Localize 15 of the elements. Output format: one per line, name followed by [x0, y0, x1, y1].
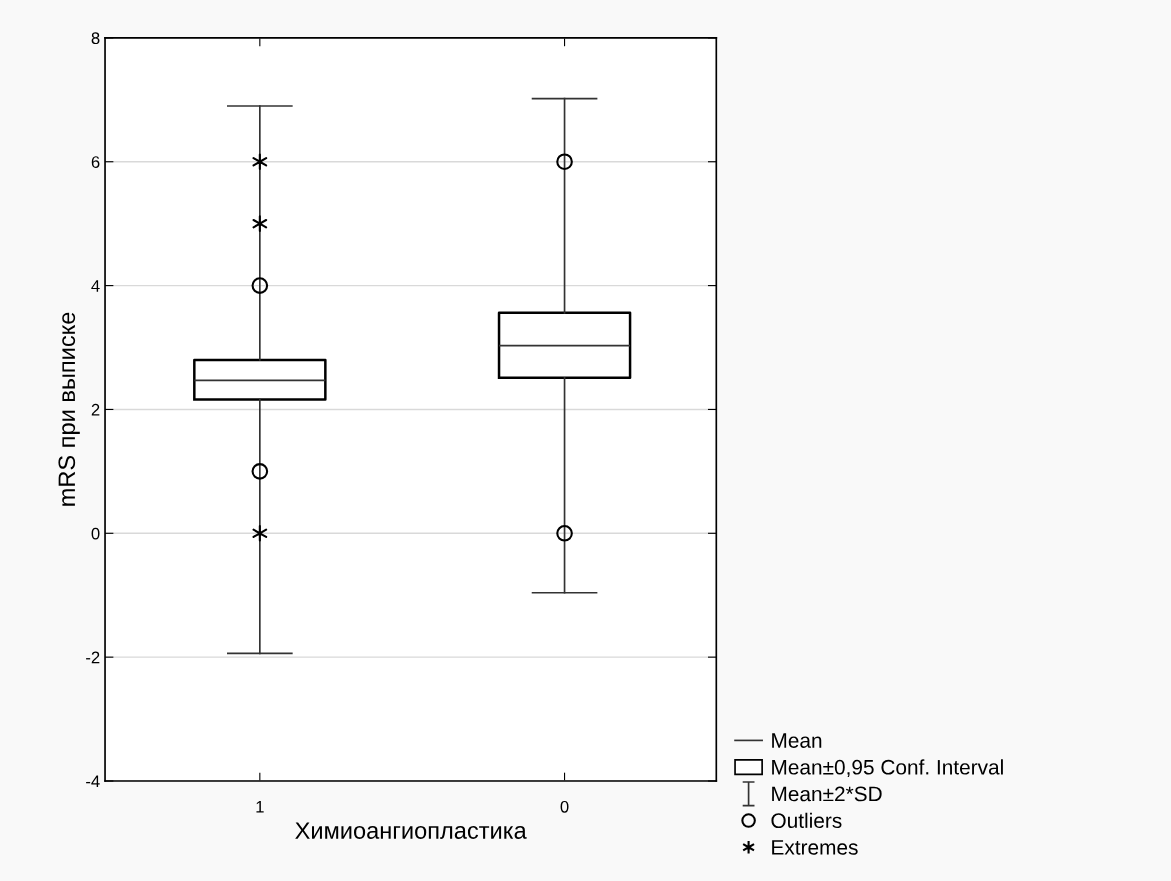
legend-label: Extremes: [772, 840, 858, 855]
legend-label: Outliers: [771, 812, 842, 829]
y-tick-label: 6: [91, 156, 100, 168]
y-tick-label: 0: [91, 527, 100, 540]
y-tick-label: 4: [91, 280, 100, 292]
y-tick-label: -2: [86, 651, 100, 664]
y-tick-label: -4: [86, 775, 100, 788]
y-tick-label: 8: [91, 32, 100, 45]
x-axis-title: Химиоангиопластика: [295, 822, 527, 839]
text: Mean±2*SD: [772, 786, 882, 802]
y-tick-label: 2: [91, 403, 100, 416]
y-axis-title: mRS при выписке: [58, 312, 80, 506]
text: Mean: [772, 733, 822, 748]
x-tick-label: 1: [256, 801, 264, 813]
text: Mean±0,95 Conf. Interval: [772, 759, 1003, 778]
